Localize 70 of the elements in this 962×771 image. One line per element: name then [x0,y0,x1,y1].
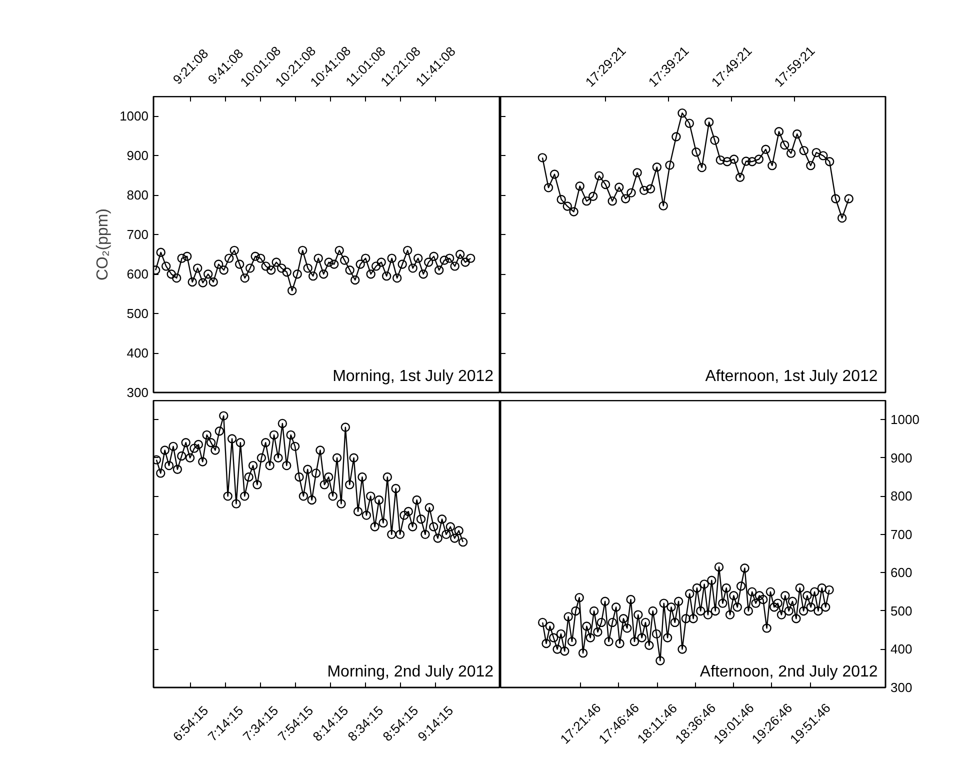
y-tick-label: 600 [890,565,912,580]
point [608,196,617,206]
point [697,162,706,172]
point [646,184,656,194]
point [672,132,681,142]
point [748,157,757,166]
point [600,180,610,190]
annotation: Afternoon, 1st July 2012 [705,368,878,386]
point [837,213,847,223]
y-axis-title: CO₂(ppm) [94,208,112,280]
point [812,148,821,158]
y-tick-label: 1000 [120,108,148,124]
y-tick-label: 300 [126,385,149,400]
point [692,148,701,157]
point [761,144,770,154]
y-tick-label: 1000 [890,412,920,428]
y-tick-label: 700 [890,526,912,542]
y-tick-label: 600 [126,266,149,282]
point [704,118,714,127]
y-tick-label: 500 [890,603,912,618]
point [729,154,739,164]
point [562,202,572,211]
point [538,153,548,162]
point [684,118,694,128]
y-tick-label: 400 [890,642,912,657]
point [710,136,720,145]
annotation: Morning, 2nd July 2012 [327,663,494,680]
point [799,146,808,156]
point [844,194,854,204]
point [639,186,649,196]
y-tick-label: 300 [890,680,912,695]
point [792,129,802,139]
y-tick-label: 800 [890,488,912,504]
point [632,168,642,178]
point [806,160,816,170]
y-tick-label: 500 [126,306,149,322]
point [735,172,745,182]
point [614,182,624,192]
point [818,151,828,160]
point [626,188,636,198]
point [741,156,751,166]
point [678,108,687,118]
point [582,196,592,206]
point [665,160,674,170]
y-tick-label: 900 [126,148,149,164]
point [620,194,630,204]
point [544,183,554,192]
point [824,157,834,166]
annotation: Morning, 1st July 2012 [332,368,494,386]
y-tick-label: 700 [126,227,149,242]
point [831,194,840,204]
point [594,171,604,180]
point [658,201,668,210]
annotation: Afternoon, 2nd July 2012 [700,663,878,680]
y-tick-label: 900 [890,450,912,466]
point [754,154,764,164]
y-tick-label: 800 [126,188,149,203]
point [569,207,578,216]
point [652,162,662,172]
point [722,157,732,166]
point [786,148,796,158]
point [588,192,598,201]
point [774,127,784,136]
point [550,170,560,179]
point [768,160,777,170]
point [716,155,725,165]
point [575,181,584,191]
point [556,194,566,204]
point [780,140,790,150]
y-tick-label: 400 [126,346,149,361]
